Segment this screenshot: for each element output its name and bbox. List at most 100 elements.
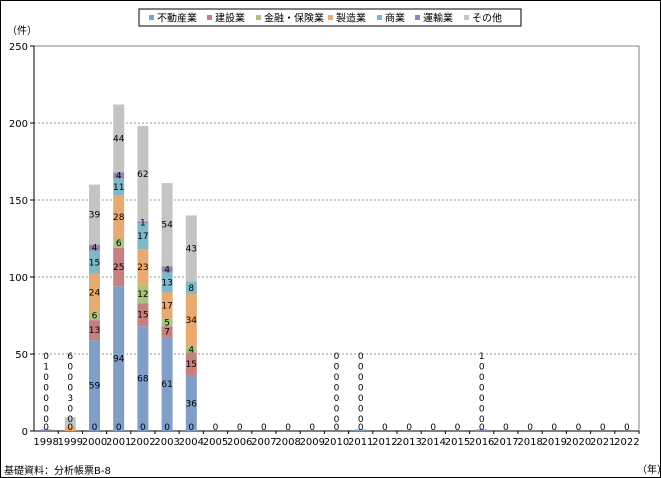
x-tick-label: 2020 [566, 437, 591, 448]
data-label: 0 [358, 373, 364, 383]
zero-label: 0 [527, 423, 533, 433]
bar-segment [113, 178, 125, 196]
y-tick-label: 200 [9, 119, 28, 130]
bar-segment [113, 172, 125, 179]
zero-label: 0 [503, 423, 509, 433]
data-label: 54 [161, 221, 173, 231]
x-tick-label: 2008 [275, 437, 300, 448]
data-label: 0 [43, 394, 49, 404]
source-note: 基礎資料：分析帳票B-8 [4, 466, 111, 477]
data-label: 5 [164, 318, 170, 328]
bar-segment [89, 250, 100, 274]
x-tick-label: 2006 [227, 437, 252, 448]
y-tick-label: 250 [9, 42, 28, 53]
data-label: 17 [161, 301, 172, 311]
zero-label: 0 [430, 423, 436, 433]
zero-label: 0 [358, 423, 364, 433]
data-label: 39 [89, 211, 101, 221]
bar-segment [89, 244, 100, 251]
legend-swatch [415, 15, 420, 20]
bar-segment [113, 286, 125, 431]
y-tick-label: 50 [15, 350, 28, 361]
x-tick-label: 1998 [33, 437, 58, 448]
bar-segment [137, 303, 149, 327]
bar-segment [89, 184, 100, 245]
x-tick-label: 2010 [324, 437, 349, 448]
data-label: 0 [334, 384, 340, 394]
bar-segment [161, 183, 173, 267]
bar-segment [161, 272, 173, 293]
zero-label: 0 [116, 423, 122, 433]
zero-label: 0 [600, 423, 606, 433]
x-tick-label: 2003 [154, 437, 179, 448]
x-tick-label: 2011 [348, 437, 373, 448]
data-label: 0 [43, 405, 49, 415]
data-label: 23 [137, 263, 148, 273]
zero-label: 0 [213, 423, 219, 433]
data-label: 4 [164, 265, 170, 275]
data-label: 0 [334, 363, 340, 373]
data-label: 59 [89, 382, 101, 392]
data-label: 0 [67, 363, 73, 373]
bar-segment [185, 346, 197, 353]
data-label: 4 [116, 171, 122, 181]
data-label: 11 [113, 183, 124, 193]
legend-label: 製造業 [336, 12, 366, 25]
x-tick-label: 2000 [82, 437, 107, 448]
data-label: 15 [89, 258, 100, 268]
data-label: 0 [43, 352, 49, 362]
data-label: 7 [164, 328, 170, 338]
data-label: 0 [334, 415, 340, 425]
data-label: 6 [92, 312, 98, 322]
bar-segment [137, 223, 149, 250]
y-tick-label: 100 [9, 273, 28, 284]
x-tick-label: 2002 [130, 437, 155, 448]
data-label: 0 [358, 405, 364, 415]
data-label: 61 [161, 380, 172, 390]
data-label: 0 [479, 415, 485, 425]
zero-label: 0 [334, 423, 340, 433]
data-label: 6 [116, 239, 122, 249]
x-tick-label: 2004 [179, 437, 204, 448]
bar-segment [40, 429, 52, 431]
data-label: 13 [161, 278, 172, 288]
data-label: 24 [89, 288, 101, 298]
zero-label: 0 [576, 423, 582, 433]
bar-segment [137, 326, 149, 431]
data-label: 0 [358, 384, 364, 394]
bar-segment [355, 429, 367, 431]
zero-label: 0 [67, 423, 73, 433]
bar-segment [89, 320, 100, 341]
bar-segment [113, 238, 125, 248]
data-label: 1 [140, 218, 146, 228]
zero-label: 0 [92, 423, 98, 433]
data-label: 0 [358, 363, 364, 373]
zero-label: 0 [285, 423, 291, 433]
data-label: 25 [113, 263, 124, 273]
legend-label: 建設業 [215, 12, 245, 25]
data-label: 0 [67, 415, 73, 425]
bar-segment [185, 215, 197, 282]
legend-label: 不動産業 [157, 12, 197, 25]
x-tick-label: 2016 [469, 437, 494, 448]
x-tick-label: 1999 [58, 437, 83, 448]
data-label: 68 [137, 375, 149, 385]
data-label: 62 [137, 170, 148, 180]
data-label: 0 [358, 352, 364, 362]
bar-segment [185, 375, 197, 431]
data-label: 34 [186, 316, 198, 326]
data-label: 28 [113, 213, 125, 223]
bar-segment [64, 426, 76, 431]
x-tick-label: 2013 [396, 437, 421, 448]
data-label: 0 [43, 373, 49, 383]
data-label: 0 [67, 384, 73, 394]
bar-segment [89, 310, 100, 321]
data-label: 0 [479, 405, 485, 415]
data-label: 0 [67, 405, 73, 415]
legend-label: 運輸業 [423, 12, 453, 25]
legend-swatch [149, 15, 154, 20]
zero-label: 0 [406, 423, 412, 433]
zero-label: 0 [455, 423, 461, 433]
x-tick-label: 2017 [493, 437, 518, 448]
